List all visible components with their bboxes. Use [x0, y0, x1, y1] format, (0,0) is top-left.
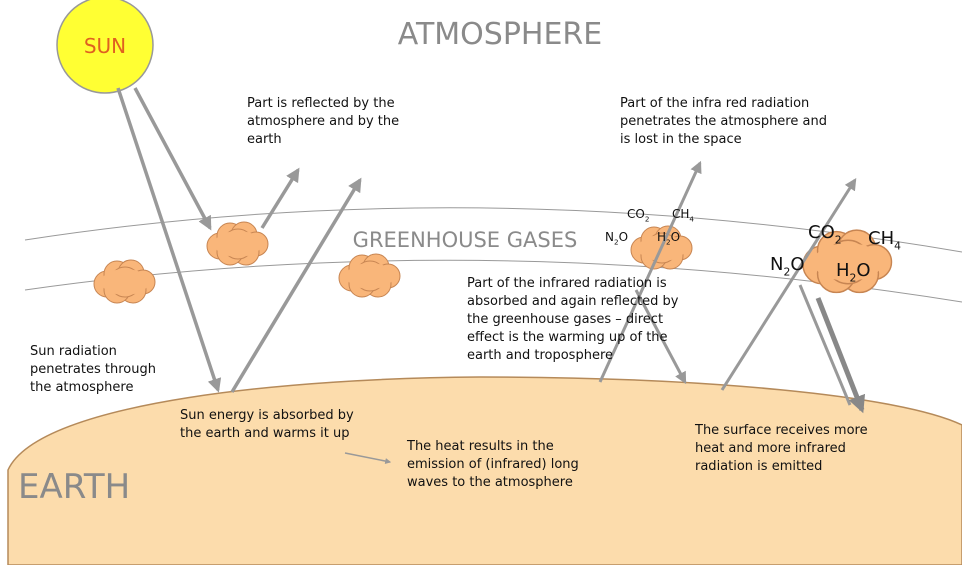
gas-subscript: 2 [783, 265, 790, 278]
gas-formula: CO2 [808, 222, 842, 246]
note-line: Part is reflected by the [247, 96, 395, 111]
note: Part is reflected by the atmosphere and b… [247, 96, 399, 147]
diagram: SUN ATMOSPHERE GREENHOUSE GASES EARTH Pa… [0, 0, 962, 565]
arrow [818, 298, 862, 410]
note-line: waves to the atmosphere [407, 475, 573, 490]
gas-symbol: O [619, 230, 628, 244]
note: The heat results in the emission of (infr… [406, 439, 579, 490]
gas-symbol: CO [808, 222, 835, 243]
note: Sun radiation penetrates through the atmos… [30, 344, 156, 395]
cloud-core [214, 231, 262, 257]
note-line: is lost in the space [620, 132, 742, 147]
note-line: atmosphere and by the [247, 114, 399, 129]
note-line: penetrates through [30, 362, 156, 377]
gas-subscript: 2 [850, 271, 857, 284]
note-line: Part of the infrared radiation is [467, 276, 667, 291]
arrow [118, 88, 218, 390]
note-line: heat and more infrared [695, 441, 846, 456]
note-line: Sun energy is absorbed by [180, 408, 354, 423]
note-line: emission of (infrared) long [407, 457, 579, 472]
gas-subscript: 4 [689, 215, 694, 224]
gas-subscript: 2 [645, 215, 650, 224]
note-line: Part of the infra red radiation [620, 96, 809, 111]
gas-symbol: CH [672, 207, 689, 221]
cloud [207, 222, 268, 265]
note-line: effect is the warming up of the [467, 330, 668, 345]
gas-formula: CH4 [868, 228, 901, 252]
note-line: the atmosphere [30, 380, 133, 395]
arrow [800, 285, 850, 405]
note-line: the earth and warms it up [180, 426, 349, 441]
note-line: absorbed and again reflected by [467, 294, 679, 309]
earth-label: EARTH [18, 467, 130, 507]
gas-formula: CO2 [627, 207, 649, 224]
arrow [262, 170, 298, 228]
cloud-core [101, 269, 149, 295]
sun-label: SUN [84, 34, 126, 58]
gas-symbol: O [856, 260, 870, 281]
note-line: penetrates the atmosphere and [620, 114, 827, 129]
gas-formula: N2O [770, 254, 805, 278]
cloud [94, 260, 155, 303]
note-line: radiation is emitted [695, 459, 822, 474]
gas-formula: N2O [605, 230, 628, 247]
band-label: GREENHOUSE GASES [353, 228, 578, 252]
gas-formula: CH4 [672, 207, 694, 224]
gas-subscript: 4 [894, 239, 901, 252]
arrow [135, 88, 210, 228]
gas-symbol: N [605, 230, 614, 244]
note: Part of the infrared radiation is absorbe… [467, 276, 679, 363]
note-line: The heat results in the [406, 439, 554, 454]
gas-subscript: 2 [835, 233, 842, 246]
gas-symbol: O [790, 254, 804, 275]
note-line: earth and troposphere [467, 348, 613, 363]
note-line: The surface receives more [694, 423, 868, 438]
gas-symbol: H [657, 230, 666, 244]
title: ATMOSPHERE [398, 17, 602, 52]
note-line: the greenhouse gases – direct [467, 312, 663, 327]
gas-symbol: H [836, 260, 850, 281]
gas-symbol: CO [627, 207, 645, 221]
gas-symbol: N [770, 254, 783, 275]
gas-symbol: CH [868, 228, 894, 249]
cloud-core [346, 263, 394, 289]
gas-symbol: O [671, 230, 680, 244]
note: Part of the infra red radiation penetrate… [620, 96, 827, 147]
note-line: Sun radiation [30, 344, 117, 359]
arrow [600, 163, 700, 382]
note-line: earth [247, 132, 282, 147]
